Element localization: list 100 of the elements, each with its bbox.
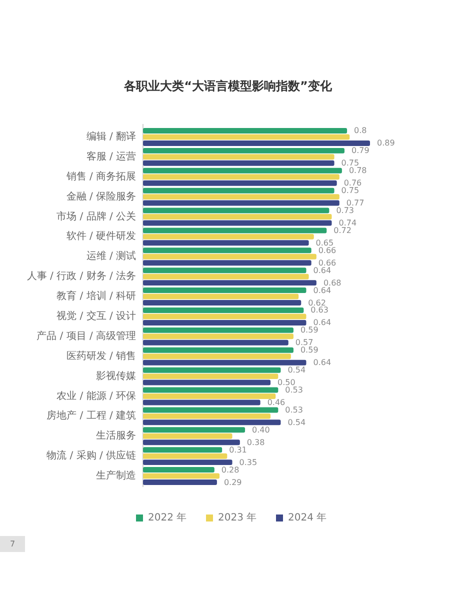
y-tick-label: 金融 / 保险服务 xyxy=(66,190,136,202)
data-label: 0.65 xyxy=(316,238,334,248)
data-label: 0.59 xyxy=(300,326,318,335)
data-label: 0.31 xyxy=(229,445,247,454)
data-label: 0.74 xyxy=(338,218,357,228)
data-label: 0.64 xyxy=(313,318,332,328)
data-label: 0.38 xyxy=(246,438,265,447)
data-label: 0.46 xyxy=(267,398,286,407)
y-tick-label: 医药研发 / 销售 xyxy=(66,350,136,362)
bar xyxy=(143,413,271,419)
bar xyxy=(143,480,217,486)
data-label: 0.54 xyxy=(288,418,306,427)
bar xyxy=(143,208,330,214)
bar xyxy=(143,214,332,220)
data-label: 0.78 xyxy=(348,166,367,176)
bar xyxy=(143,447,222,453)
bar xyxy=(143,374,278,380)
data-label: 0.79 xyxy=(351,146,370,156)
y-tick-label: 农业 / 能源 / 环保 xyxy=(56,390,136,402)
bar xyxy=(143,360,306,366)
bar xyxy=(143,334,294,340)
y-tick-label: 教育 / 培训 / 科研 xyxy=(56,290,136,302)
bar xyxy=(143,387,278,393)
bar xyxy=(143,300,302,306)
bar xyxy=(143,248,312,254)
bar xyxy=(143,280,316,286)
y-tick-label: 客服 / 运营 xyxy=(86,150,136,162)
bar xyxy=(143,168,342,174)
bar xyxy=(143,194,340,200)
bar xyxy=(143,354,291,360)
bar xyxy=(143,433,232,439)
bar xyxy=(143,380,271,386)
data-label: 0.76 xyxy=(344,178,362,188)
bar xyxy=(143,307,304,313)
bar xyxy=(143,453,228,459)
y-tick-label: 物流 / 采购 / 供应链 xyxy=(46,450,136,462)
bar xyxy=(143,440,240,446)
bar xyxy=(143,427,246,433)
text: 7 xyxy=(10,540,16,548)
y-tick-label: 市场 / 品牌 / 公关 xyxy=(56,210,136,222)
data-label: 0.64 xyxy=(313,286,332,295)
bar xyxy=(143,294,299,300)
data-label: 0.89 xyxy=(377,138,395,148)
bar xyxy=(143,407,278,413)
bar xyxy=(143,228,327,234)
bar xyxy=(143,367,281,373)
bar xyxy=(143,340,288,346)
bar xyxy=(143,180,337,186)
legend-label: 2024 年 xyxy=(288,512,327,524)
data-label: 0.57 xyxy=(295,338,314,348)
bar xyxy=(143,174,340,180)
data-label: 0.75 xyxy=(341,186,360,196)
bar xyxy=(143,420,281,426)
data-label: 0.53 xyxy=(285,405,303,414)
bar xyxy=(143,220,332,226)
bar xyxy=(143,268,306,274)
y-tick-label: 编辑 / 翻译 xyxy=(86,130,136,142)
data-label: 0.64 xyxy=(313,358,332,368)
bar xyxy=(143,347,294,353)
y-tick-label: 销售 / 商务拓展 xyxy=(65,170,136,182)
bar xyxy=(143,274,309,280)
data-label: 0.59 xyxy=(300,346,318,355)
bar xyxy=(143,473,220,479)
bar xyxy=(143,400,260,406)
bar xyxy=(143,254,316,260)
data-label: 0.50 xyxy=(278,378,296,388)
y-tick-label: 生活服务 xyxy=(96,430,136,442)
y-tick-label: 产品 / 项目 / 高级管理 xyxy=(36,330,136,342)
data-label: 0.29 xyxy=(224,478,242,487)
bar xyxy=(143,467,214,473)
bar xyxy=(143,154,334,160)
data-label: 0.66 xyxy=(318,258,336,268)
data-label: 0.54 xyxy=(288,366,306,375)
bar xyxy=(143,128,348,134)
data-label: 0.62 xyxy=(308,298,326,308)
data-label: 0.53 xyxy=(285,386,303,395)
data-label: 0.72 xyxy=(334,226,352,235)
y-tick-label: 房地产 / 工程 / 建筑 xyxy=(46,410,136,422)
bar xyxy=(143,314,306,320)
y-tick-label: 软件 / 硬件研发 xyxy=(66,230,136,242)
bar xyxy=(143,240,309,246)
data-label: 0.73 xyxy=(336,206,354,216)
y-tick-label: 人事 / 行政 / 财务 / 法务 xyxy=(26,270,136,282)
chart-title: 各职业大类“大语言模型影响指数”变化 xyxy=(123,79,333,93)
legend-label: 2022 年 xyxy=(148,512,187,524)
bar xyxy=(143,320,306,326)
legend-label: 2023 年 xyxy=(218,512,257,524)
bar xyxy=(143,148,344,154)
data-label: 0.63 xyxy=(310,306,328,315)
bar xyxy=(143,288,306,294)
bar xyxy=(143,460,232,466)
y-tick-label: 视觉 / 交互 / 设计 xyxy=(56,310,136,322)
data-label: 0.75 xyxy=(341,158,360,168)
bar xyxy=(143,140,370,146)
data-label: 0.35 xyxy=(239,458,258,467)
bar xyxy=(143,327,294,333)
bar xyxy=(143,234,314,240)
bar xyxy=(143,188,334,194)
bar xyxy=(143,260,312,266)
data-label: 0.68 xyxy=(323,278,342,288)
